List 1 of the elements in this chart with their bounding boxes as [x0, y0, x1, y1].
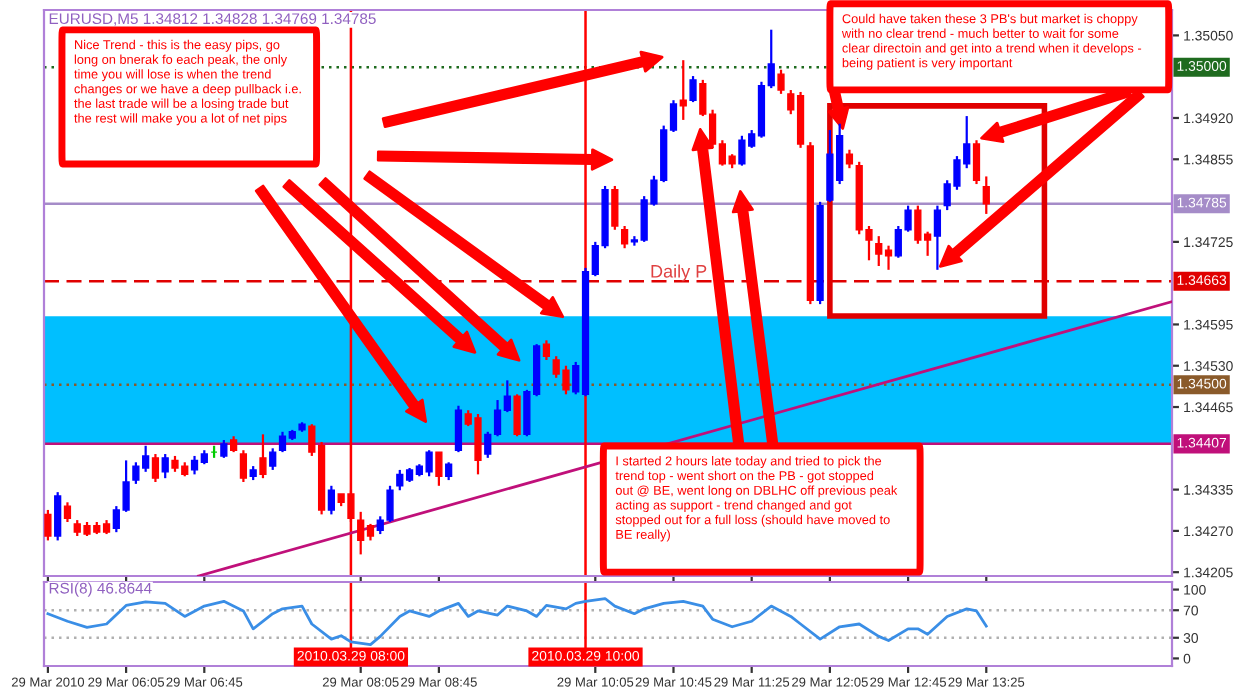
annotation: Daily P [651, 264, 707, 282]
